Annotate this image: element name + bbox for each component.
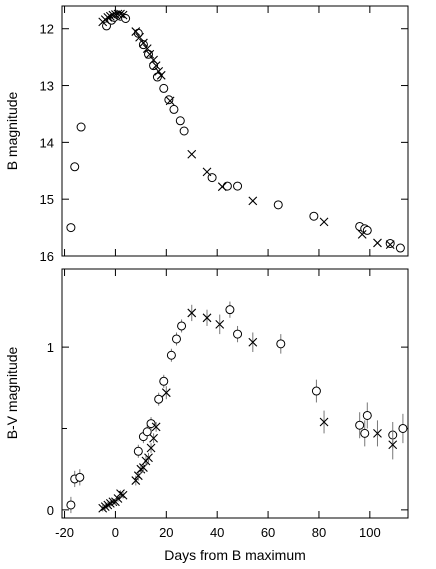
data-point-circle	[75, 472, 85, 482]
data-point-cross	[113, 9, 123, 19]
data-point-cross	[146, 443, 156, 453]
top-marks	[66, 9, 405, 253]
data-point-cross	[202, 313, 212, 323]
data-point-cross	[151, 422, 161, 432]
data-point-circle	[273, 200, 283, 210]
data-point-circle	[70, 162, 80, 172]
data-point-cross	[142, 44, 152, 54]
data-point-cross	[217, 182, 227, 192]
data-point-circle	[159, 83, 169, 93]
data-point-circle	[385, 239, 395, 248]
data-point-cross	[131, 27, 141, 36]
data-point-circle	[166, 350, 176, 360]
x-axis-label: Days from B maximum	[164, 547, 306, 563]
data-point-cross	[165, 96, 175, 106]
data-point-cross	[151, 61, 161, 71]
data-point-circle	[76, 122, 86, 132]
data-point-cross	[373, 238, 382, 248]
data-point-cross	[118, 10, 128, 20]
data-point-cross	[139, 38, 148, 48]
bottom-marks	[66, 301, 408, 514]
data-point-circle	[309, 211, 319, 221]
data-point-circle	[133, 446, 143, 456]
data-point-circle	[179, 126, 189, 136]
data-point-cross	[118, 490, 128, 500]
bottom-plot-frame	[61, 268, 409, 519]
x-tick-label: 40	[210, 525, 224, 540]
data-point-cross	[385, 240, 395, 250]
data-point-cross	[202, 167, 212, 177]
x-tick-label: -20	[55, 525, 74, 540]
x-tick-label: 100	[359, 525, 381, 540]
data-point-circle	[362, 225, 372, 235]
data-point-cross	[357, 230, 367, 239]
x-tick-label: 0	[112, 525, 119, 540]
data-point-circle	[154, 394, 164, 404]
data-point-cross	[135, 32, 144, 42]
data-point-cross	[187, 308, 197, 318]
data-point-circle	[169, 104, 179, 114]
data-point-cross	[105, 11, 115, 21]
data-point-cross	[145, 49, 155, 59]
x-tick-label: 80	[312, 525, 326, 540]
data-point-cross	[116, 9, 125, 19]
bottom-y-axis-label: B-V magnitude	[4, 346, 20, 439]
data-point-circle	[360, 428, 370, 438]
data-point-circle	[142, 427, 152, 437]
top-y-axis-label: B magnitude	[4, 91, 20, 170]
data-point-circle	[355, 420, 365, 430]
data-point-cross	[373, 428, 382, 438]
top-y-tick-label: 13	[40, 79, 54, 94]
data-point-cross	[248, 337, 258, 347]
bottom-y-tick-label: 1	[47, 340, 54, 355]
data-point-cross	[144, 453, 153, 463]
data-point-cross	[161, 388, 171, 398]
data-point-cross	[187, 149, 197, 159]
bottom-y-tick-label: 0	[47, 503, 54, 518]
top-y-tick-label: 14	[40, 135, 54, 150]
top-panel: 12 13 14 15 16 B magnitude	[4, 5, 409, 264]
data-point-circle	[177, 321, 187, 331]
data-point-circle	[171, 334, 181, 344]
data-point-circle	[66, 500, 76, 510]
data-point-cross	[154, 66, 164, 76]
data-point-circle	[276, 339, 286, 349]
data-point-circle	[175, 116, 185, 126]
x-tick-label: 20	[159, 525, 173, 540]
data-point-cross	[215, 319, 225, 329]
data-point-cross	[149, 55, 158, 65]
top-plot-frame	[61, 5, 409, 257]
x-tick-label: 60	[261, 525, 275, 540]
top-y-tick-label: 12	[40, 22, 54, 37]
top-ticks: 12 13 14 15 16	[40, 6, 408, 264]
data-point-circle	[398, 423, 408, 433]
data-point-cross	[248, 196, 258, 206]
data-point-circle	[311, 386, 321, 396]
data-point-cross	[149, 433, 158, 443]
data-point-cross	[156, 70, 166, 80]
data-point-circle	[233, 181, 243, 191]
data-point-circle	[225, 305, 235, 315]
data-point-circle	[362, 410, 372, 420]
data-point-circle	[233, 329, 243, 339]
data-point-cross	[103, 12, 113, 22]
data-point-circle	[395, 243, 405, 253]
data-point-cross	[388, 440, 398, 450]
data-point-cross	[319, 417, 329, 427]
data-point-circle	[66, 223, 76, 233]
data-point-circle	[159, 376, 169, 386]
data-point-cross	[108, 10, 118, 20]
top-y-tick-label: 15	[40, 192, 54, 207]
top-y-tick-label: 16	[40, 249, 54, 264]
data-point-circle	[146, 419, 156, 429]
data-point-cross	[319, 217, 329, 227]
